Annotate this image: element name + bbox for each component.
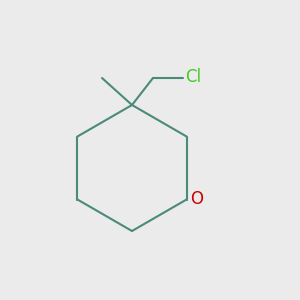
Text: O: O bbox=[190, 190, 203, 208]
Text: Cl: Cl bbox=[185, 68, 202, 85]
